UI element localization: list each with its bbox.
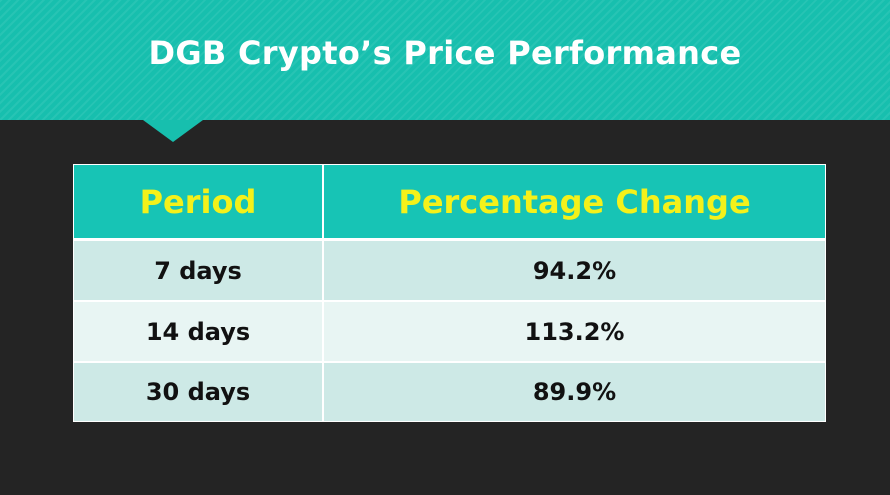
period-cell: 14 days [74,302,324,361]
period-cell: 30 days [74,363,324,421]
percentage-cell: 89.9% [532,378,617,406]
header-percentage-change: Percentage Change [398,182,751,221]
banner-pointer [143,120,203,142]
period-cell: 7 days [74,241,324,300]
table-row: 14 days 113.2% [74,302,825,361]
percentage-cell: 94.2% [532,256,617,285]
table-row: 7 days 94.2% [74,241,825,300]
page-title: DGB Crypto’s Price Performance [148,34,742,72]
title-banner [0,0,890,120]
percentage-cell: 113.2% [524,317,625,346]
header-period: Period [74,165,324,238]
table-header-row: Period Percentage Change [74,165,825,238]
table-row: 30 days 89.9% [74,363,825,421]
performance-table: Period Percentage Change 7 days 94.2% 14… [73,164,826,422]
